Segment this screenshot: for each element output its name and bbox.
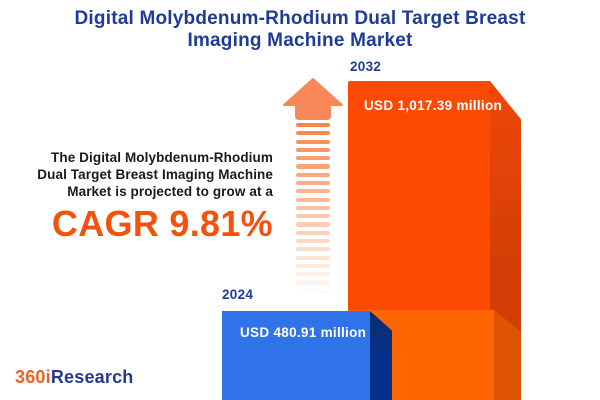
arrow-stripe bbox=[296, 214, 330, 219]
arrow-stripe bbox=[296, 222, 330, 227]
arrow-stripe bbox=[296, 172, 330, 177]
page-title-line1: Digital Molybdenum-Rhodium Dual Target B… bbox=[74, 8, 526, 29]
arrow-stripe bbox=[296, 288, 330, 293]
bar-2024-value-label: USD 480.91 million bbox=[240, 325, 367, 340]
arrow-stripe bbox=[296, 272, 330, 277]
arrow-stripe bbox=[296, 205, 330, 210]
growth-arrow bbox=[283, 78, 343, 297]
arrow-stripe bbox=[296, 238, 330, 244]
logo-prefix: 360i bbox=[15, 367, 51, 387]
projection-line1: The Digital Molybdenum-Rhodium bbox=[51, 150, 273, 165]
bar-2024-side bbox=[370, 311, 392, 400]
bar-2024-year-label: 2024 bbox=[222, 287, 254, 302]
growth-arrow-stripes bbox=[283, 123, 343, 293]
arrow-stripe bbox=[296, 263, 330, 268]
bar-2032-year-label: 2032 bbox=[350, 59, 382, 74]
logo-suffix: Research bbox=[50, 367, 134, 387]
growth-arrow-head-icon bbox=[283, 78, 343, 120]
arrow-stripe bbox=[296, 180, 330, 186]
arrow-stripe bbox=[296, 139, 330, 144]
bar-2024-front bbox=[222, 311, 370, 400]
arrow-stripe bbox=[296, 197, 330, 202]
page-title: Digital Molybdenum-Rhodium Dual Target B… bbox=[0, 8, 600, 52]
projection-line3: Market is projected to grow at a bbox=[67, 184, 273, 199]
arrow-stripe bbox=[296, 164, 330, 169]
page-title-line2: Imaging Machine Market bbox=[187, 30, 413, 51]
projection-line2: Dual Target Breast Imaging Machine bbox=[37, 167, 273, 182]
bar-2032-value-label: USD 1,017.39 million bbox=[364, 98, 503, 113]
arrow-stripe bbox=[296, 280, 330, 285]
arrow-stripe bbox=[296, 131, 330, 136]
cagr-value: CAGR 9.81% bbox=[51, 203, 273, 244]
company-logo: 360iResearch bbox=[15, 367, 134, 388]
projection-text: The Digital Molybdenum-Rhodium Dual Targ… bbox=[0, 149, 273, 243]
arrow-stripe bbox=[296, 247, 330, 252]
arrow-stripe bbox=[296, 255, 330, 260]
arrow-stripe bbox=[296, 147, 330, 153]
arrow-stripe bbox=[296, 189, 330, 194]
arrow-stripe bbox=[296, 230, 330, 235]
arrow-stripe bbox=[296, 156, 330, 161]
arrow-stripe bbox=[296, 123, 330, 128]
